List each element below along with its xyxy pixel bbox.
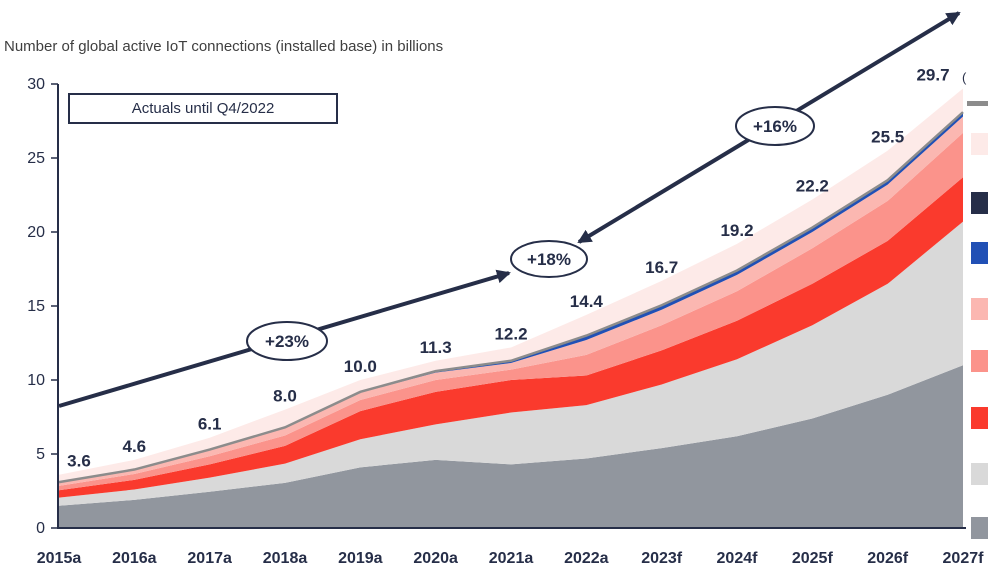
area-light-gray-band — [59, 221, 963, 506]
x-axis-label: 2018a — [263, 550, 308, 567]
growth-ellipse — [735, 106, 815, 146]
growth-ellipse — [246, 321, 328, 361]
legend-key-light-gray — [971, 463, 988, 485]
x-axis-label: 2022a — [564, 550, 609, 567]
x-axis-label: 2016a — [112, 550, 157, 567]
growth-label: +18% — [527, 250, 571, 269]
total-label: 4.6 — [123, 437, 147, 456]
actuals-note-text: Actuals until Q4/2022 — [131, 100, 275, 117]
area-red-band — [59, 177, 963, 498]
x-axis-label: 2025f — [792, 550, 834, 567]
x-axis-label: 2023f — [641, 550, 683, 567]
x-axis-label: 2017a — [187, 550, 232, 567]
y-axis-tick-label: 15 — [27, 298, 45, 315]
total-label: 11.3 — [420, 338, 452, 357]
y-axis-tick-label: 5 — [36, 446, 45, 463]
total-label: 14.4 — [570, 292, 604, 311]
total-label: 10.0 — [344, 357, 377, 376]
area-dark-gray-bottom-band — [59, 365, 963, 528]
legend-key-navy — [971, 192, 988, 214]
growth-label: +23% — [265, 332, 309, 351]
y-axis-tick-label: 20 — [27, 224, 45, 241]
chart-title: Number of global active IoT connections … — [4, 38, 444, 55]
x-axis-label: 2019a — [338, 550, 383, 567]
x-axis-label: 2027f — [943, 550, 985, 567]
x-axis-label: 2024f — [717, 550, 759, 567]
y-axis-tick-label: 30 — [27, 76, 45, 93]
actuals-note-box: Actuals until Q4/2022 — [68, 93, 338, 124]
total-label: 22.2 — [796, 176, 829, 195]
growth-label: +16% — [753, 117, 797, 136]
x-axis-label: 2026f — [867, 550, 909, 567]
legend-key-blue — [971, 242, 988, 264]
x-axis-label: 2021a — [489, 550, 534, 567]
legend-key-salmon — [971, 350, 988, 372]
legend-key-dark-gray — [971, 517, 988, 539]
total-label: 12.2 — [494, 324, 527, 343]
total-label: 25.5 — [871, 128, 904, 147]
total-label: 16.7 — [645, 258, 678, 277]
total-label: 29.7 — [916, 65, 949, 84]
y-axis-tick-label: 25 — [27, 150, 45, 167]
legend-key-very-light-pink — [971, 133, 988, 155]
y-axis-tick-label: 0 — [36, 520, 45, 537]
truncated-label-fragment: ( — [962, 70, 967, 85]
x-axis-label: 2015a — [37, 550, 82, 567]
total-label: 6.1 — [198, 415, 222, 434]
x-axis-label: 2020a — [413, 550, 458, 567]
y-axis-tick-label: 10 — [27, 372, 45, 389]
legend-key-red — [971, 407, 988, 429]
legend-key-light-salmon — [971, 298, 988, 320]
growth-ellipse — [510, 240, 588, 278]
total-label: 19.2 — [720, 221, 753, 240]
legend-key-gray-line — [967, 101, 988, 106]
total-label: 3.6 — [67, 452, 91, 471]
total-label: 8.0 — [273, 387, 297, 406]
